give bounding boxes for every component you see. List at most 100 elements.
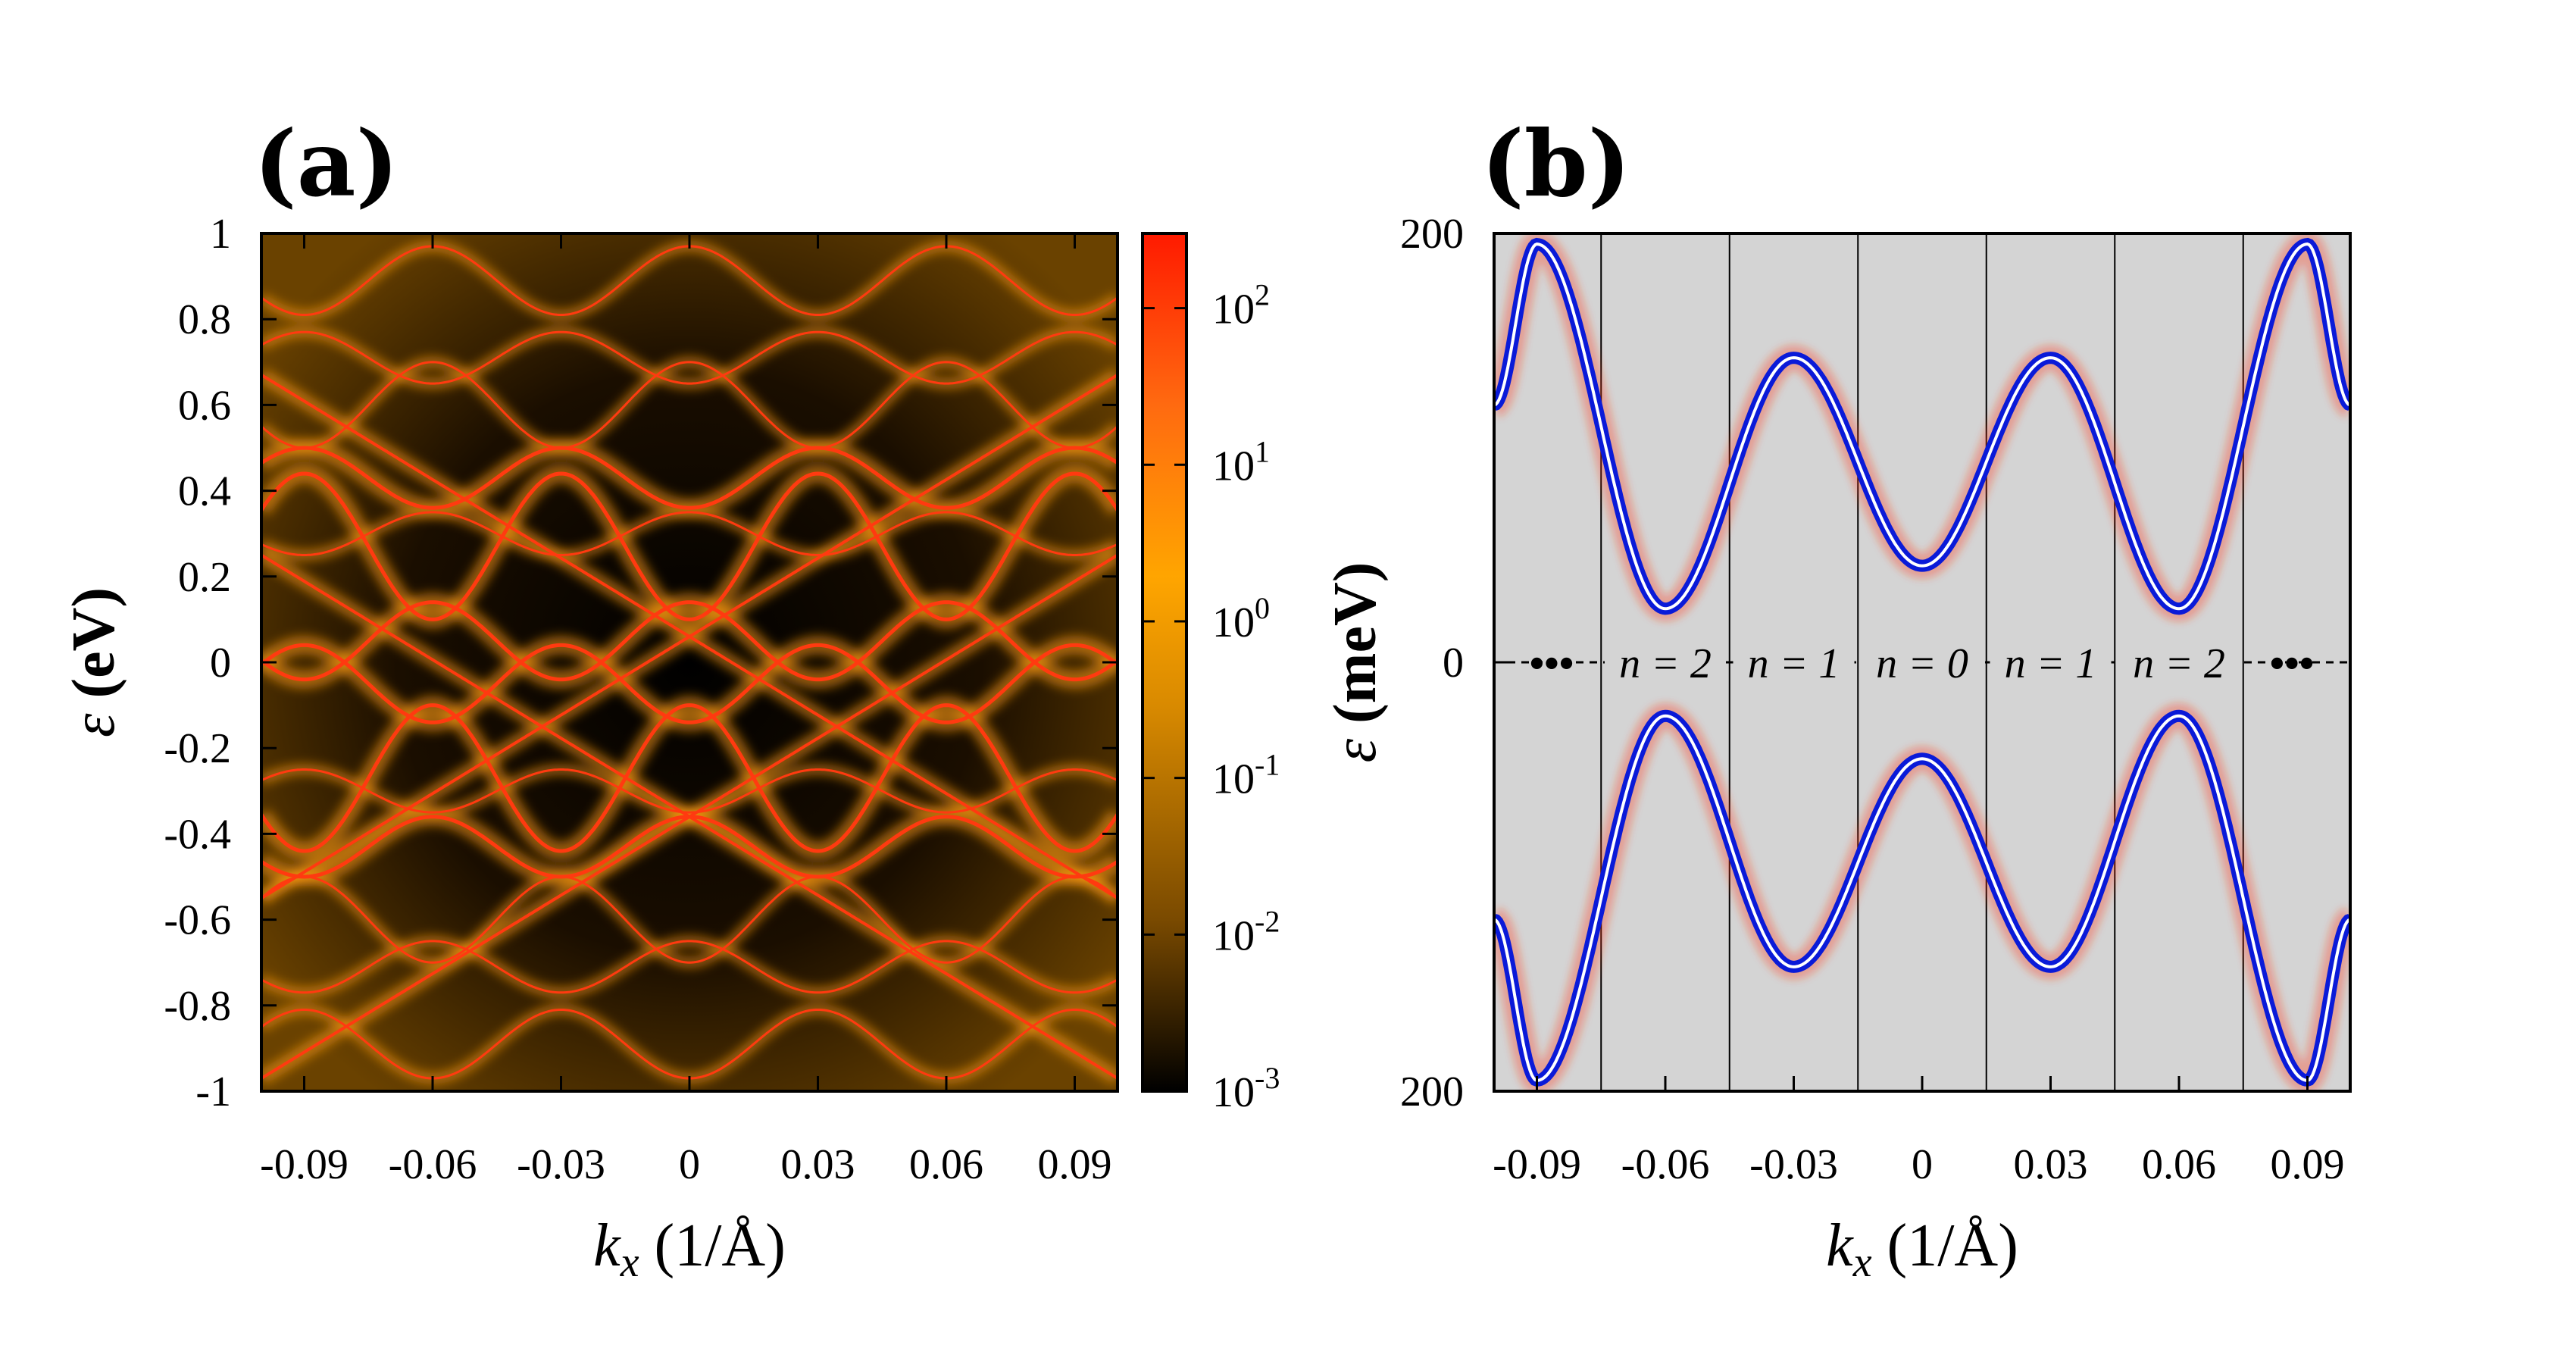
panel-a-y-unit: (eV) [61,587,127,714]
panel-a-x-var: k [593,1212,621,1279]
panel-b-y-axis-label: ε (meV) [1322,562,1389,763]
band-weak [261,875,1118,964]
y-tick-label: -0.2 [164,725,231,772]
x-tick-label: -0.06 [389,1141,477,1188]
panel-b-y-unit: (meV) [1322,562,1389,739]
zone-label: n = 2 [2133,640,2225,687]
band-strong [261,643,1118,724]
y-tick-label: -0.8 [164,983,231,1030]
x-tick-label: -0.09 [260,1141,349,1188]
colorbar-tick-exponent: -2 [1255,904,1280,938]
y-tick-label: 0.4 [178,468,231,515]
panel-a-y-axis-label: ε (eV) [61,587,127,737]
x-tick-label: 0.09 [1038,1141,1112,1188]
x-tick-label: 0 [1912,1141,1933,1188]
panel-a-x-unit: (1/Å) [639,1212,786,1279]
y-tick-label: -0.6 [164,897,231,944]
colorbar-tick-base: 10 [1212,756,1255,803]
colorbar-tick-exponent: 0 [1255,591,1270,625]
colorbar-tick-base: 10 [1212,599,1255,646]
zone-label-bg [1990,634,2112,688]
panel-a-x-sub: x [620,1239,639,1286]
colorbar [1141,232,1188,1093]
panel-b-label: (b) [1481,111,1630,217]
y-tick-label: 0 [210,640,231,687]
panel-b-x-ticks: -0.09 -0.06 -0.03 0 0.03 0.06 0.09 [1493,1076,2345,1188]
band-strong [261,600,1118,682]
zone-label: n = 1 [2005,640,2097,687]
panel-a-x-axis-label: kx (1/Å) [593,1212,786,1286]
zone-label: n = 0 [1876,640,1968,687]
band-weak [261,940,1118,994]
colorbar-tick-label: 101 [1212,434,1270,490]
panel-a-y-ticks: 1 0.8 0.6 0.4 0.2 0 -0.2 -0.4 -0.6 -0.8 -1 [164,211,1118,1115]
ellipsis-left: ••• [1530,640,1574,687]
band-strong [261,471,1118,621]
colorbar-tick-base: 10 [1212,912,1255,959]
colorbar-tick-base: 10 [1212,1069,1255,1116]
ellipsis-right: ••• [2270,640,2315,687]
panel-a-x-ticks: -0.09 -0.06 -0.03 0 0.03 0.06 0.09 [260,233,1112,1188]
x-tick-label: 0.03 [2014,1141,2088,1188]
band-strong [261,703,1118,853]
y-tick-label: 0 [1443,640,1464,687]
panel-b-y-var: ε [1322,738,1389,762]
zone-label-bg [1733,634,1855,688]
colorbar-tick-label: 10-1 [1212,748,1280,803]
band-weak [261,330,1118,385]
colorbar-tick-exponent: -3 [1255,1061,1280,1095]
colorbar-tick-exponent: -1 [1255,748,1280,782]
band-upper-core [1494,242,2350,611]
band-weak [261,768,1118,814]
y-tick-label: 200 [1400,1068,1464,1115]
band-weak [261,361,1118,449]
zone-label: n = 2 [1619,640,1712,687]
band-linear [261,815,1118,1080]
panel-b-y-ticks: 200 0 200 [1400,211,1509,1115]
panel-b-x-unit: (1/Å) [1872,1212,2018,1279]
x-tick-label: 0 [679,1141,700,1188]
band-weak [261,511,1118,556]
colorbar-tick-label: 10-3 [1212,1061,1280,1116]
x-tick-label: -0.03 [1749,1141,1838,1188]
panel-b-bands [1494,233,2350,1091]
x-tick-label: 0.09 [2271,1141,2345,1188]
y-tick-label: 200 [1400,211,1464,258]
x-tick-label: 0.03 [781,1141,855,1188]
y-tick-label: 0.2 [178,554,231,601]
x-tick-label: -0.06 [1621,1141,1710,1188]
colorbar-tick-label: 100 [1212,591,1270,646]
panel-b-x-sub: x [1852,1239,1872,1286]
panel-b: (b) n = 2 n = 1 n = 0 n = 1 n = 2 ••• ••• -0.0… [1322,111,2352,1286]
x-tick-label: -0.03 [517,1141,605,1188]
panel-a: (a) -0.09 -0.06 -0.03 0 0.03 0.06 0.09 1 0.8 0.6… [61,111,1280,1286]
zone-label-bg [1605,634,1726,688]
band-lower-core [1494,714,2350,1082]
colorbar-tick-label: 102 [1212,278,1270,333]
colorbar-tick-base: 10 [1212,286,1255,333]
colorbar-tick-exponent: 1 [1255,434,1270,468]
zone-label-bg [2118,634,2240,688]
x-tick-label: -0.09 [1493,1141,1581,1188]
panel-a-label: (a) [254,111,399,217]
zone-label: n = 1 [1748,640,1840,687]
colorbar-tick-exponent: 2 [1255,278,1270,312]
y-tick-label: 1 [210,211,231,258]
band-strong [261,446,1118,510]
band-linear [261,634,1118,900]
panel-b-x-axis-label: kx (1/Å) [1826,1212,2018,1286]
panel-b-zone-labels: n = 2 n = 1 n = 0 n = 1 n = 2 ••• ••• [1530,634,2315,688]
zone-label-bg [1862,634,1983,688]
x-tick-label: 0.06 [909,1141,983,1188]
y-tick-label: -0.4 [164,811,231,858]
y-tick-label: 0.8 [178,296,231,343]
panel-a-bands [261,245,1118,1080]
y-tick-label: -1 [195,1068,231,1115]
colorbar-tick-label: 10-2 [1212,904,1280,959]
x-tick-label: 0.06 [2142,1141,2216,1188]
panel-b-x-var: k [1826,1212,1854,1279]
y-tick-label: 0.6 [178,382,231,429]
panel-a-y-var: ε [61,713,127,737]
